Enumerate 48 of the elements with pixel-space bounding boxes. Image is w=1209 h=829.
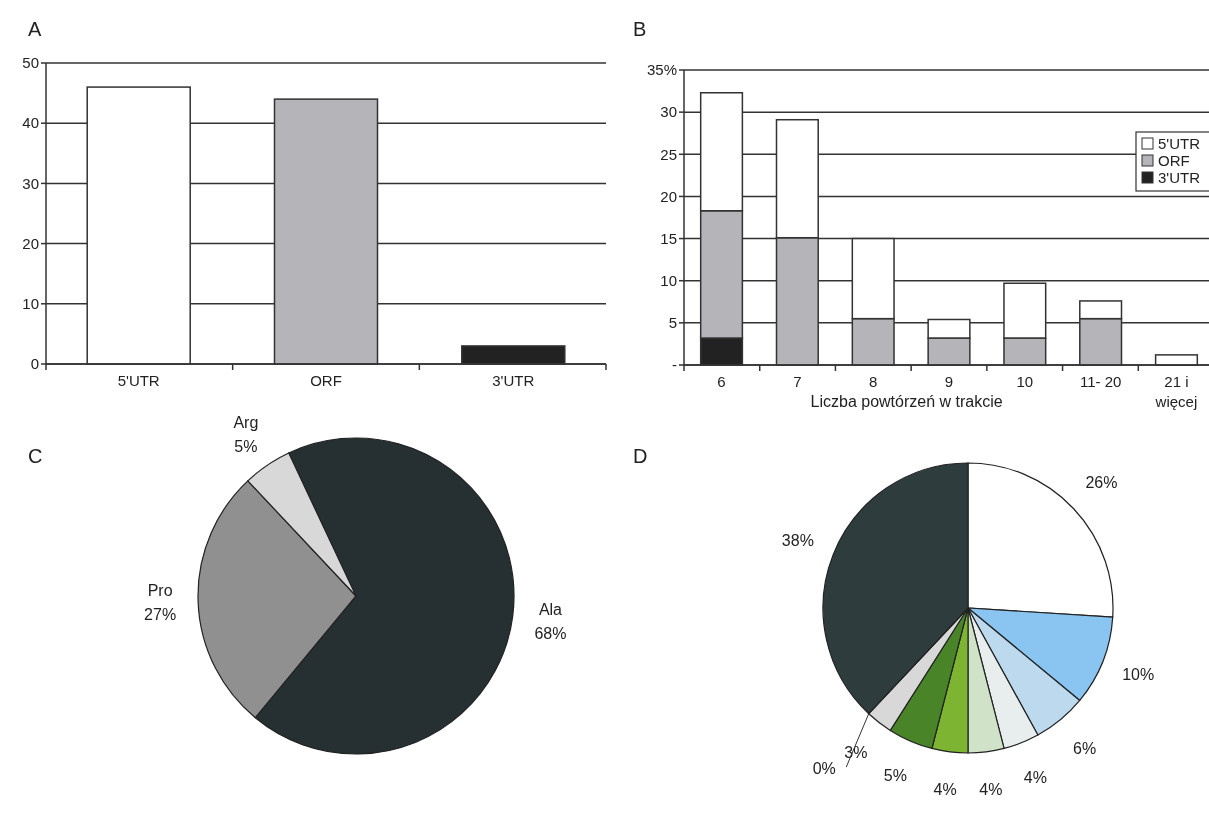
data-label: 6% [1073, 740, 1097, 757]
data-label: 26% [1085, 473, 1118, 491]
data-label: 10% [1122, 666, 1155, 684]
chart-title: A [28, 18, 42, 40]
y-tick-label: 0 [30, 355, 39, 373]
y-tick-label: 30 [660, 103, 677, 121]
legend-label: 3'UTR [1158, 169, 1201, 187]
y-tick-label: 40 [22, 114, 39, 132]
data-label: 3% [844, 743, 868, 761]
y-tick-label: 25 [660, 145, 677, 163]
data-label: 5% [883, 766, 907, 784]
data-label: 68% [534, 624, 567, 642]
x-tick-label: 7 [793, 373, 802, 390]
x-tick-label: 10 [1016, 373, 1034, 390]
data-label: 4% [979, 780, 1003, 798]
y-tick-label: 15 [660, 229, 677, 247]
data-label: 4% [933, 780, 957, 798]
x-tick-label: ORF [310, 372, 342, 389]
legend-label: ORF [1158, 152, 1190, 170]
legend-label: 5'UTR [1158, 135, 1201, 153]
x-tick-label: 21 i więcej [1154, 373, 1198, 410]
chart-title: B [633, 18, 647, 40]
y-tick-label: 20 [22, 234, 39, 252]
slice-label: Ala [538, 600, 563, 618]
x-axis-title: Liczba powtórzeń w trakcie [810, 393, 1003, 410]
y-tick-label: - [672, 356, 677, 374]
text: 0% [812, 760, 836, 778]
data-label: 5% [234, 437, 258, 455]
x-tick-label: 8 [869, 373, 878, 390]
data-label: 38% [781, 531, 814, 549]
data-label: 27% [144, 606, 177, 624]
x-tick-label: 9 [944, 373, 954, 390]
x-tick-label: 3'UTR [492, 372, 535, 389]
y-tick-label: 10 [22, 295, 39, 313]
y-tick-label: 50 [22, 54, 39, 72]
y-tick-label: 35% [646, 61, 677, 79]
y-tick-label: 5 [668, 314, 677, 332]
y-tick-label: 10 [660, 271, 677, 289]
slice-label: Arg [233, 413, 259, 431]
x-tick-label: 11- 20 [1079, 373, 1122, 390]
y-tick-label: 20 [660, 187, 677, 205]
x-tick-label: 6 [717, 373, 726, 390]
y-tick-label: 30 [22, 174, 39, 192]
x-tick-label: 5'UTR [117, 372, 160, 389]
text: C [28, 445, 43, 467]
chart-title: D [633, 445, 648, 467]
data-label: 4% [1023, 769, 1047, 787]
slice-label: Pro [147, 582, 173, 600]
